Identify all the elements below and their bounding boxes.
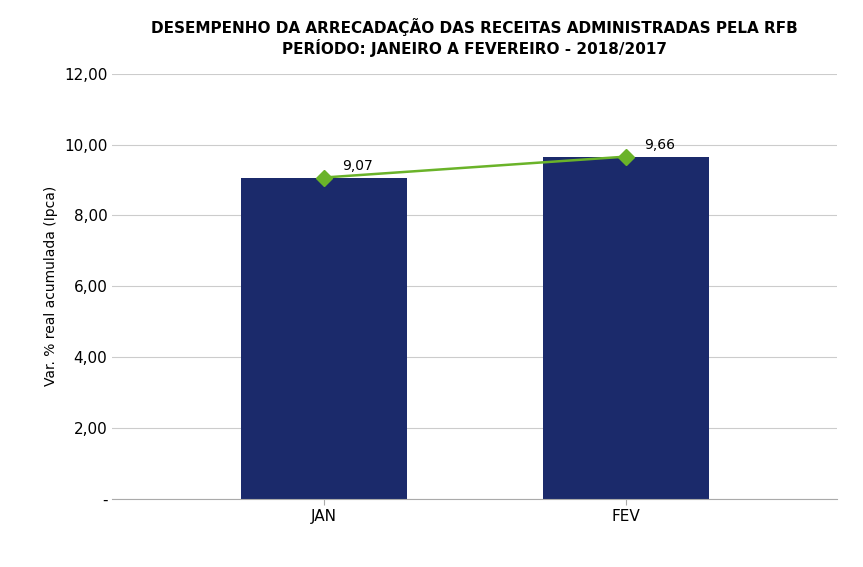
- Bar: [543, 156, 709, 499]
- Title: DESEMPENHO DA ARRECADAÇÃO DAS RECEITAS ADMINISTRADAS PELA RFB
PERÍODO: JANEIRO A: DESEMPENHO DA ARRECADAÇÃO DAS RECEITAS A…: [151, 18, 798, 57]
- Text: 9,66: 9,66: [644, 138, 675, 152]
- Y-axis label: Var. % real acumulada (Ipca): Var. % real acumulada (Ipca): [44, 186, 59, 387]
- Bar: [241, 177, 406, 499]
- Text: 9,07: 9,07: [342, 159, 373, 173]
